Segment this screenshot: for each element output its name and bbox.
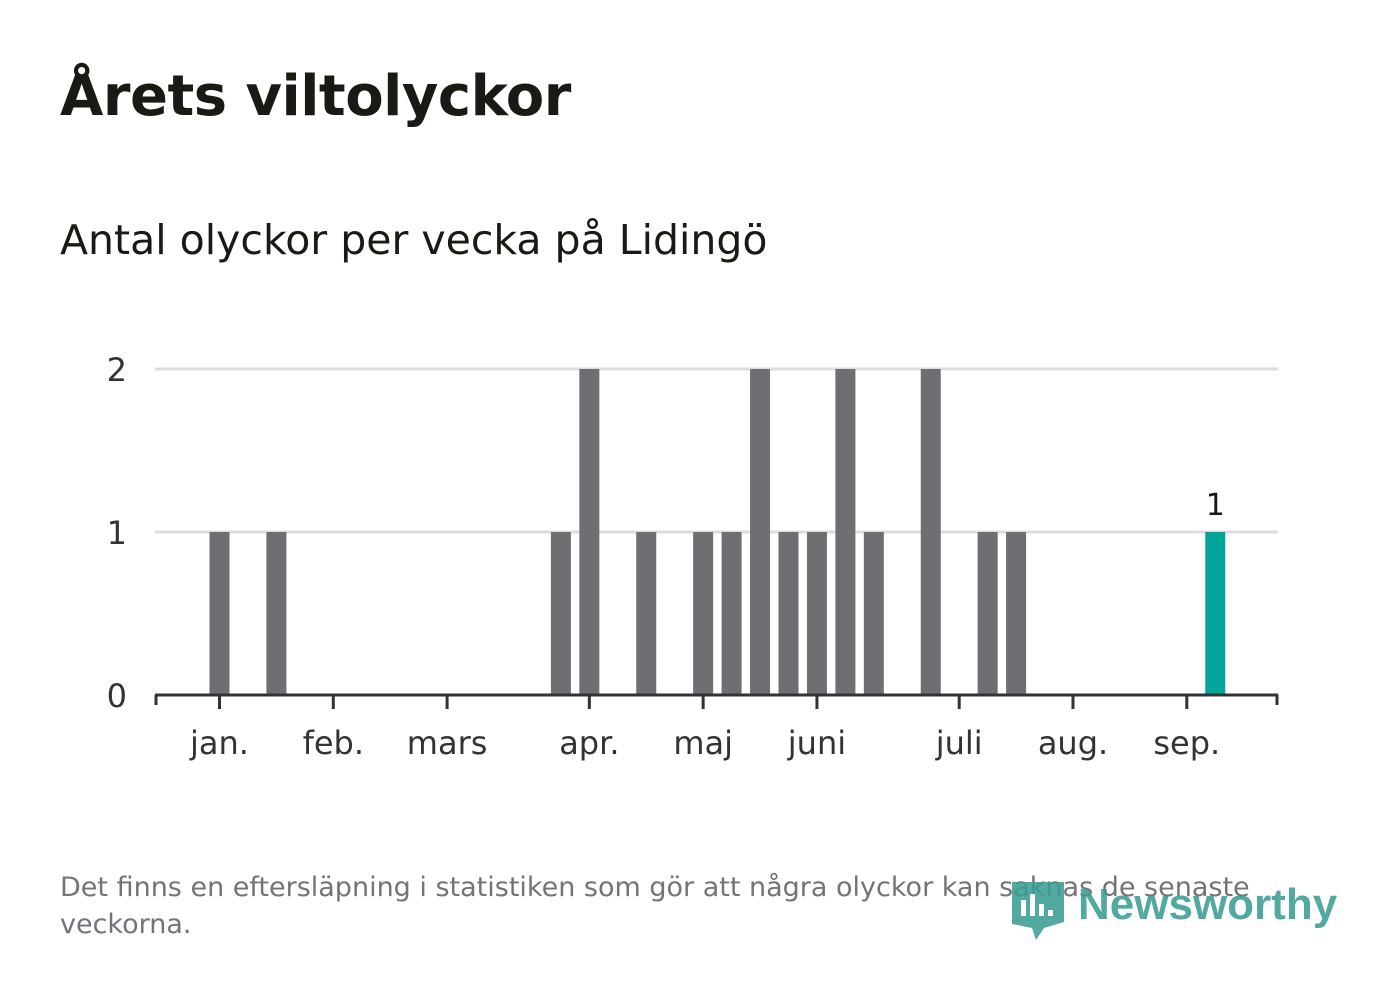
bar (209, 532, 230, 695)
x-tick-label: juni (787, 724, 846, 762)
bar (806, 532, 827, 695)
y-tick-label: 1 (107, 514, 127, 552)
brand-name: Newsworthy (1078, 880, 1338, 929)
bar (977, 532, 998, 695)
bar (1006, 532, 1027, 695)
bar (579, 369, 600, 695)
bar (778, 532, 799, 695)
bar (721, 532, 742, 695)
x-tick-label: mars (407, 724, 488, 762)
chart-subtitle: Antal olyckor per vecka på Lidingö (60, 216, 768, 264)
bar (693, 532, 714, 695)
bar (920, 369, 941, 695)
y-tick-label: 2 (107, 351, 127, 389)
x-tick-label: feb. (303, 724, 364, 762)
newsworthy-bar-chart-icon (1012, 882, 1064, 940)
bar (835, 369, 856, 695)
bar-chart: 0 1 2 1 jan. feb. mars apr. maj juni juli aug. sep. (107, 351, 1279, 762)
newsworthy-logo: Newsworthy (1010, 878, 1337, 944)
x-tick-label: maj (673, 724, 733, 762)
x-tick-label: jan. (189, 724, 249, 762)
bar (550, 532, 571, 695)
bar-highlight (1205, 532, 1226, 695)
bar (863, 532, 884, 695)
bar (266, 532, 287, 695)
bar (636, 532, 657, 695)
x-tick-label: sep. (1153, 724, 1220, 762)
chart-title: Årets viltolyckor (60, 64, 571, 129)
x-tick-label: juli (935, 724, 983, 762)
x-tick-label: aug. (1038, 724, 1108, 762)
y-tick-label: 0 (107, 677, 127, 715)
data-label: 1 (1206, 488, 1225, 523)
x-tick-label: apr. (559, 724, 619, 762)
bar (750, 369, 771, 695)
